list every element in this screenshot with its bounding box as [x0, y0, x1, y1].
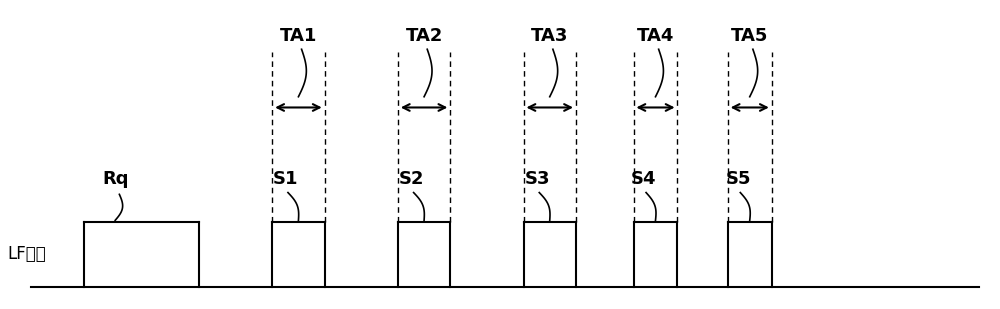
Text: S4: S4 [631, 170, 657, 188]
Text: S5: S5 [725, 170, 751, 188]
Text: S1: S1 [273, 170, 299, 188]
Text: TA1: TA1 [280, 27, 317, 45]
Text: TA3: TA3 [531, 27, 568, 45]
Text: TA2: TA2 [405, 27, 443, 45]
Text: S3: S3 [524, 170, 550, 188]
Text: S2: S2 [399, 170, 424, 188]
Text: Rq: Rq [102, 170, 128, 188]
Text: TA5: TA5 [731, 27, 768, 45]
Text: LF接收: LF接收 [7, 245, 46, 263]
Text: TA4: TA4 [637, 27, 674, 45]
